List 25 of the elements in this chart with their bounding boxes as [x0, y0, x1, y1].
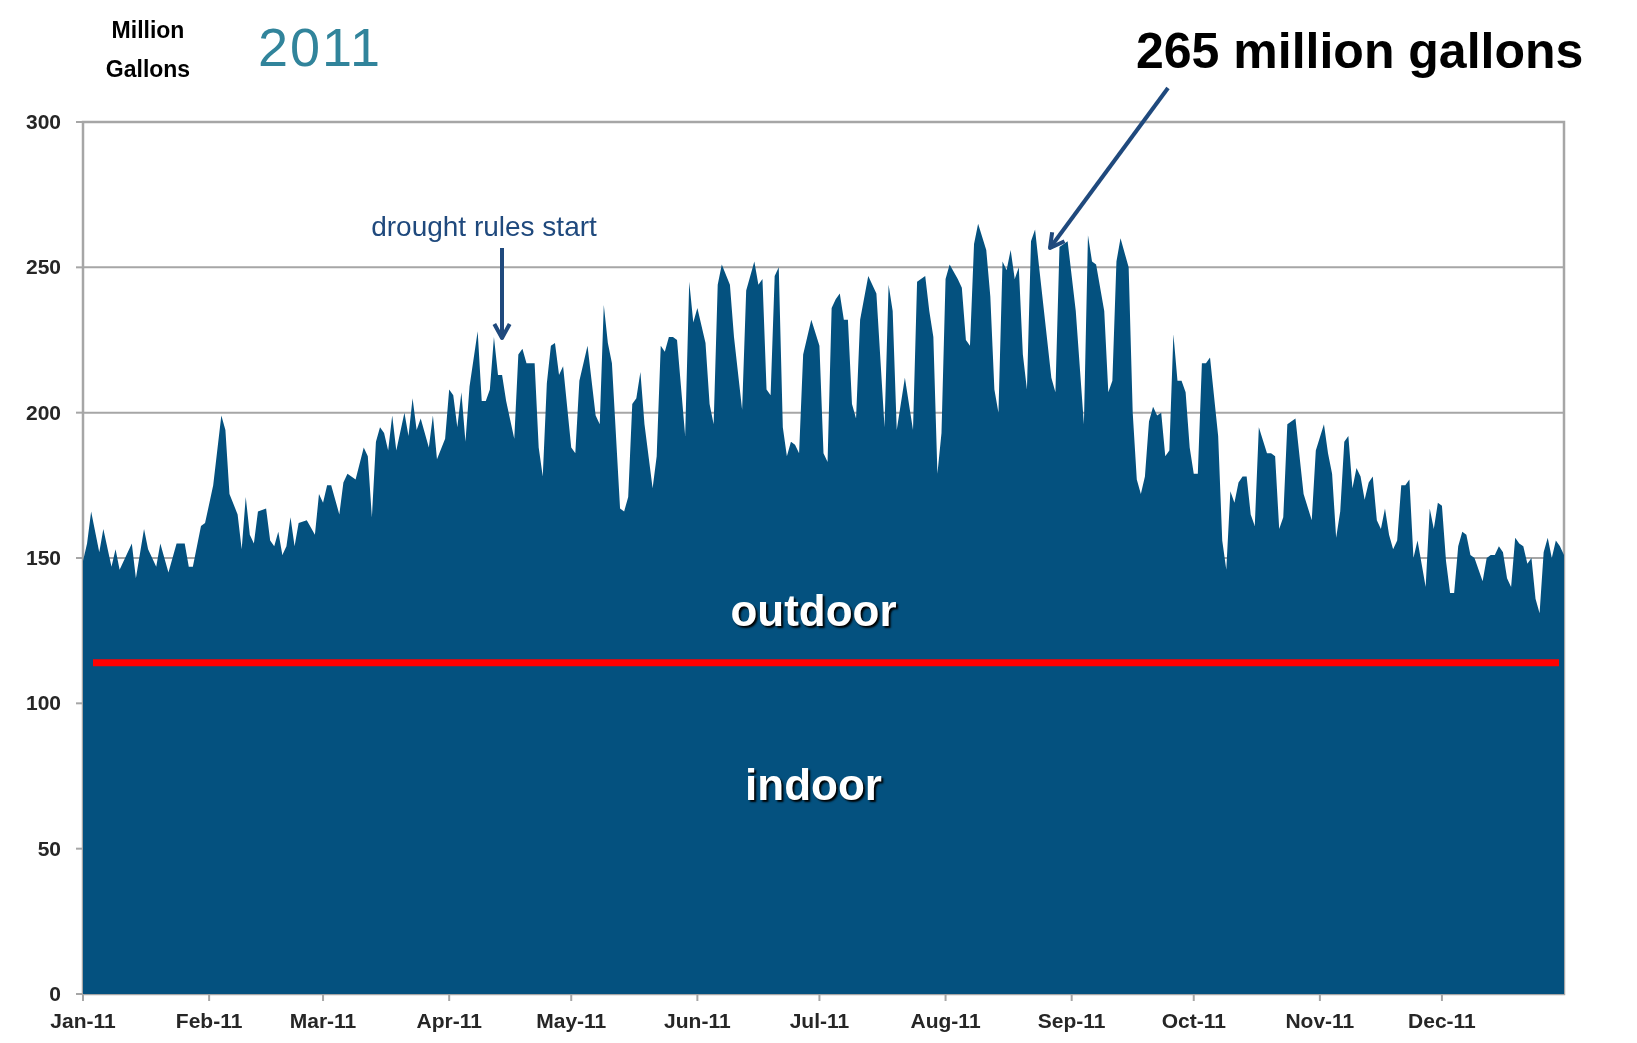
y-axis-title: Million Gallons — [105, 17, 191, 82]
x-tick-label: May-11 — [536, 1009, 607, 1032]
y-tick-label: 300 — [25, 110, 61, 133]
annotation: indoor — [745, 760, 882, 810]
y-tick-label: 200 — [25, 400, 61, 424]
x-tick-label: Oct-11 — [1161, 1009, 1227, 1032]
y-tick-label: 250 — [25, 255, 61, 279]
x-tick-label: Jan-11 — [50, 1009, 116, 1032]
chart-title: 2011 — [257, 17, 383, 77]
x-tick-label: Aug-11 — [910, 1009, 981, 1032]
x-tick-label: Mar-11 — [289, 1009, 357, 1032]
y-tick-label: 50 — [37, 836, 61, 860]
annotation: outdoor — [730, 586, 897, 636]
x-tick-label: Nov-11 — [1285, 1009, 1355, 1032]
annotation: drought rules start — [371, 211, 598, 242]
text: 265 million gallons — [1136, 23, 1584, 79]
y-tick-label: 100 — [25, 691, 61, 715]
x-tick-label: Apr-11 — [416, 1009, 483, 1032]
x-tick-label: Sep-11 — [1037, 1009, 1106, 1032]
x-tick-label: Dec-11 — [1408, 1009, 1477, 1032]
y-tick-label: 150 — [25, 546, 61, 569]
y-tick-label: 0 — [49, 982, 61, 1005]
x-tick-label: Jul-11 — [789, 1009, 850, 1032]
x-tick-label: Jun-11 — [664, 1009, 731, 1032]
x-tick-label: Feb-11 — [175, 1009, 243, 1032]
